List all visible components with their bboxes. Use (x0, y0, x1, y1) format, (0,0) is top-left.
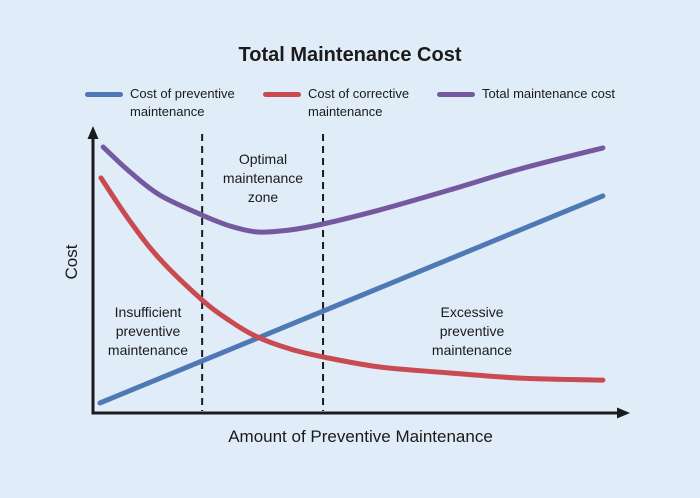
legend-item-preventive: Cost of preventive maintenance (85, 85, 235, 121)
annotation-optimal-zone: Optimal maintenance zone (222, 151, 304, 205)
annotation-insufficient-maintenance: Insufficient preventive maintenance (107, 304, 189, 358)
legend-item-total: Total maintenance cost (437, 85, 615, 103)
total-cost-curve (100, 144, 606, 235)
preventive-line-swatch-icon (85, 92, 123, 97)
legend-item-corrective: Cost of corrective maintenance (263, 85, 409, 121)
x-axis-title: Amount of Preventive Maintenance (228, 427, 493, 446)
corrective-line-swatch-icon (263, 92, 301, 97)
chart-title: Total Maintenance Cost (238, 44, 462, 66)
corrective-cost-curve (98, 175, 606, 383)
axis-lines (91, 137, 619, 415)
y-axis-arrow-icon (87, 126, 99, 139)
cost-curves (97, 144, 606, 406)
legend-label-preventive: Cost of preventive maintenance (130, 86, 235, 119)
y-axis-title: Cost (62, 244, 81, 280)
optimal-zone-boundary-lines (201, 134, 325, 411)
legend-label-corrective: Cost of corrective maintenance (308, 86, 410, 119)
legend-label-total: Total maintenance cost (482, 86, 615, 101)
annotation-excessive-maintenance: Excessive preventive maintenance (431, 304, 513, 358)
total-line-swatch-icon (437, 92, 475, 97)
preventive-cost-curve (97, 193, 606, 406)
x-axis-arrow-icon (617, 407, 630, 419)
